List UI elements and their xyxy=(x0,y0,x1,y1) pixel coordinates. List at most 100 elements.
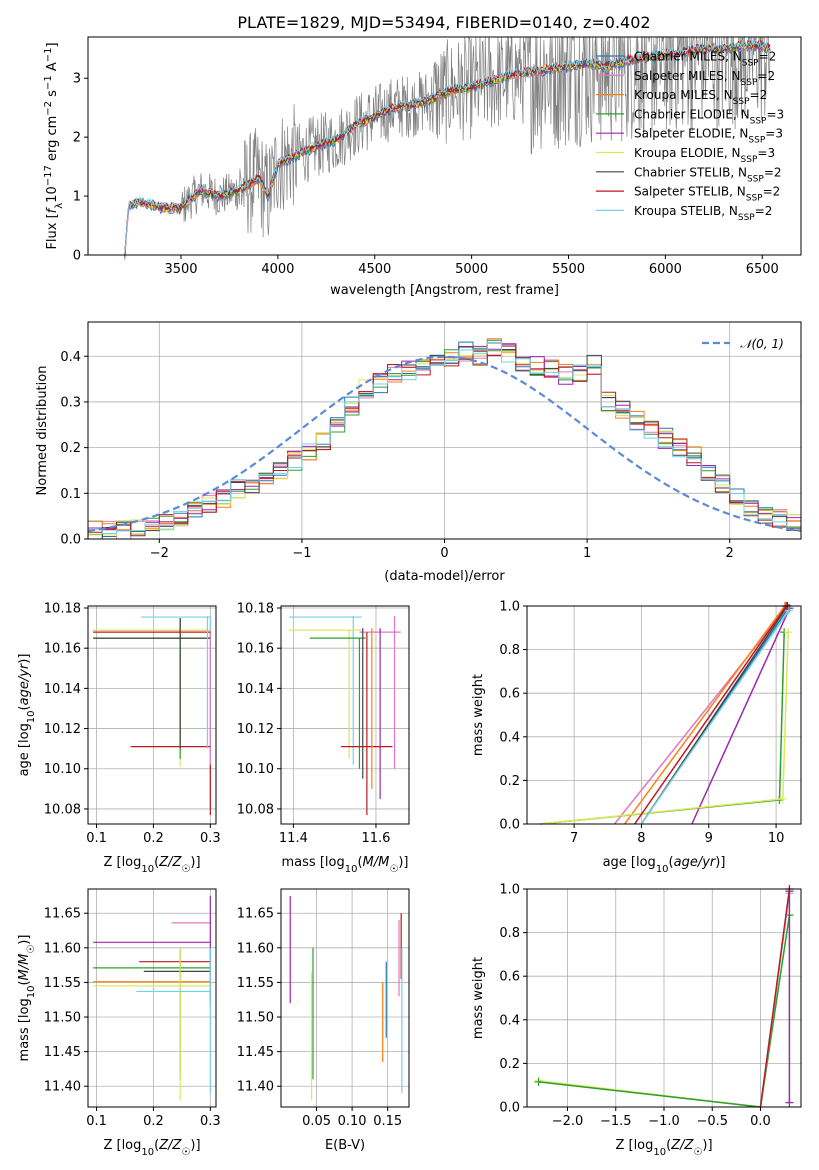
legend-entry: Kroupa MILES, NSSP=2 xyxy=(634,88,767,107)
label-part: ( xyxy=(154,855,159,870)
label-part: 10 xyxy=(345,864,358,875)
label-part: ] xyxy=(45,42,60,47)
y-axis-label: Flux [fλ10−17 erg cm−2 s−1 A−1] xyxy=(43,42,65,249)
label-part: A xyxy=(45,62,60,75)
y-tick-label: 0.0 xyxy=(499,818,520,833)
legend-sub: SSP xyxy=(742,59,759,69)
y-tick-label: 11.45 xyxy=(237,1045,274,1060)
y-axis-label: age [log10(age/yr)] xyxy=(17,654,37,777)
weight-line xyxy=(623,605,786,825)
axes-frame xyxy=(87,605,217,825)
legend-entry: Salpeter MILES, NSSP=2 xyxy=(634,69,775,88)
label-part: 10 xyxy=(141,864,154,875)
legend-sub: SSP xyxy=(750,116,767,126)
x-axis-label: Z [log10(Z/Z☉)] xyxy=(103,855,200,875)
x-tick-label: 11.4 xyxy=(279,831,308,846)
x-tick-label: 4000 xyxy=(261,262,294,277)
y-tick-label: 10.10 xyxy=(44,762,81,777)
legend-value: =2 xyxy=(764,165,782,179)
x-tick-label: 0.2 xyxy=(143,1114,164,1129)
weight-line xyxy=(613,607,787,825)
x-tick-label: 0.2 xyxy=(143,831,164,846)
y-tick-label: 2 xyxy=(73,131,81,146)
legend-value: =2 xyxy=(755,204,773,218)
legend-value: =3 xyxy=(765,127,783,141)
x-axis-label: Z [log10(Z/Z☉)] xyxy=(103,1138,200,1158)
label-part: ( xyxy=(17,980,32,985)
legend-sub: SSP xyxy=(738,213,755,223)
y-tick-label: 11.60 xyxy=(237,941,274,956)
x-axis-label: wavelength [Angstrom, rest frame] xyxy=(330,283,559,298)
y-tick-label: 0.8 xyxy=(499,926,520,941)
y-tick-label: 0.4 xyxy=(60,350,81,365)
y-tick-label: 0.2 xyxy=(60,441,81,456)
y-tick-label: 11.45 xyxy=(44,1045,81,1060)
legend-label: Salpeter ELODIE, N xyxy=(634,127,748,141)
label-part: ☉ xyxy=(389,864,398,875)
label-part: 10 xyxy=(656,864,669,875)
x-tick-label: 7 xyxy=(570,831,578,846)
label-part: 10 xyxy=(141,1147,154,1158)
mass-vs-z-panel: 0.1 0.2 0.3 11.40 11.45 11.50 11.55 11.60 11.65 Z… xyxy=(17,888,221,1158)
label-part: )] xyxy=(702,1138,712,1153)
x-axis-label: E(B-V) xyxy=(325,1138,365,1153)
x-tick-label: −1.0 xyxy=(648,1114,680,1129)
y-tick-label: 10.12 xyxy=(44,722,81,737)
legend-entry: Chabrier MILES, NSSP=2 xyxy=(634,50,776,69)
x-tick-label: 11.6 xyxy=(361,831,390,846)
label-part: −1 xyxy=(43,48,54,63)
label-part: mass [log xyxy=(282,855,345,870)
y-tick-label: 11.55 xyxy=(44,976,81,991)
label-part: Z [log xyxy=(103,1138,141,1153)
weight-line xyxy=(640,609,790,825)
legend-label: Chabrier ELODIE, N xyxy=(634,107,750,121)
y-tick-label: 10.16 xyxy=(44,642,81,657)
x-tick-label: −1 xyxy=(292,546,311,561)
x-tick-label: 0.1 xyxy=(86,831,107,846)
label-part: λ xyxy=(54,203,65,209)
weight-line xyxy=(759,888,791,1108)
model-spectrum-line xyxy=(124,39,771,253)
histogram-step xyxy=(88,342,801,534)
x-tick-label: 1 xyxy=(583,546,591,561)
y-tick-label: 0.4 xyxy=(499,730,520,745)
legend-label: Kroupa STELIB, N xyxy=(634,204,738,218)
axes-frame xyxy=(87,36,802,256)
label-part: )] xyxy=(398,855,408,870)
axes-frame xyxy=(280,605,410,825)
label-part: Z [log xyxy=(615,1138,653,1153)
y-tick-label: 1.0 xyxy=(499,600,520,615)
label-part: ☉ xyxy=(26,945,37,954)
x-axis-label: mass [log10(M/M☉)] xyxy=(282,855,409,875)
y-tick-label: 10.14 xyxy=(44,682,81,697)
legend-value: =2 xyxy=(763,185,781,199)
legend-label: Chabrier MILES, N xyxy=(634,50,742,64)
label-part: Z/Z xyxy=(670,1138,694,1153)
label-part: −1 xyxy=(43,75,54,90)
y-tick-label: 11.40 xyxy=(44,1080,81,1095)
y-tick-label: 11.50 xyxy=(44,1011,81,1026)
weight-marker xyxy=(784,628,793,637)
label-part: ( xyxy=(17,705,32,710)
weight-line xyxy=(691,607,791,825)
label-part: s xyxy=(45,90,60,101)
label-part: M/M xyxy=(17,954,32,981)
y-tick-label: 1.0 xyxy=(499,883,520,898)
y-tick-label: 0.3 xyxy=(60,395,81,410)
x-tick-label: 9 xyxy=(705,831,713,846)
y-tick-label: 0.2 xyxy=(499,774,520,789)
y-tick-label: 0 xyxy=(73,249,81,264)
legend-label: Salpeter STELIB, N xyxy=(634,185,746,199)
y-tick-label: 0.0 xyxy=(499,1101,520,1116)
y-tick-label: 0.6 xyxy=(499,970,520,985)
legend-entry: Kroupa STELIB, NSSP=2 xyxy=(634,204,772,223)
label-part: Z [log xyxy=(103,855,141,870)
x-axis-label: (data-model)/error xyxy=(384,569,505,584)
y-tick-label: 0.2 xyxy=(499,1057,520,1072)
label-part: Flux [ xyxy=(45,213,60,249)
legend-value: =2 xyxy=(759,50,777,64)
label-part: ☉ xyxy=(181,864,190,875)
legend-entry: Kroupa ELODIE, NSSP=3 xyxy=(634,146,775,165)
label-part: f xyxy=(45,206,60,213)
